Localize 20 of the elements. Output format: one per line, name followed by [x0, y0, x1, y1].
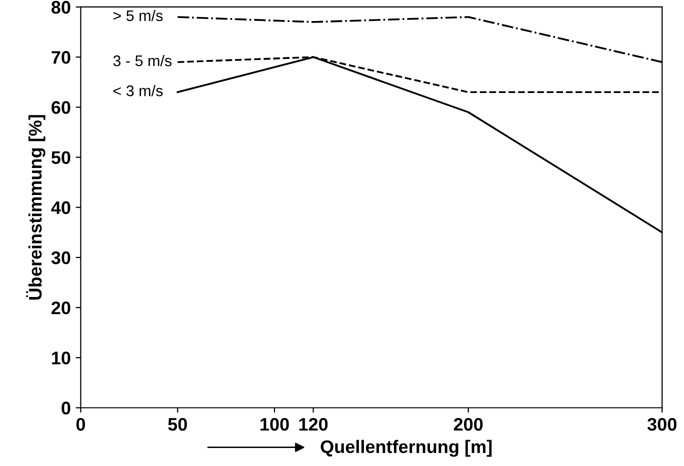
- x-tick-label: 100: [260, 418, 289, 431]
- y-tick-label: 70: [52, 51, 70, 64]
- y-tick-label: 80: [51, 0, 70, 14]
- x-tick-label: 120: [299, 418, 328, 431]
- series-label: > 5 m/s: [113, 10, 163, 22]
- y-tick-label: 10: [52, 352, 70, 364]
- x-tick-label: 0: [76, 418, 85, 431]
- y-tick-label: 60: [52, 101, 70, 114]
- x-tick-label: 300: [647, 418, 676, 431]
- series-label: 3 - 5 m/s: [113, 54, 172, 66]
- series-label: < 3 m/s: [113, 85, 163, 96]
- y-tick-label: 0: [62, 402, 70, 414]
- y-tick-label: 50: [51, 151, 70, 164]
- y-axis-title: Übereinstimmung [%]: [26, 115, 46, 300]
- x-tick-label: 200: [454, 418, 483, 431]
- y-tick-label: 30: [51, 251, 70, 264]
- y-tick-label: 40: [51, 201, 70, 214]
- x-axis-title: Quellentfernung [m]: [320, 440, 492, 457]
- x-tick-label: 50: [168, 418, 187, 431]
- y-tick-label: 20: [52, 301, 70, 314]
